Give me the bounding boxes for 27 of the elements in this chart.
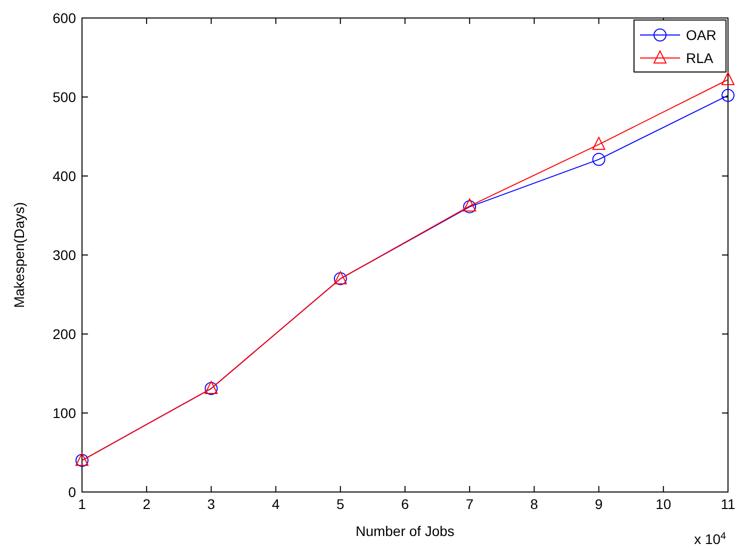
y-tick-label: 300 xyxy=(52,247,76,263)
x-tick-label: 9 xyxy=(594,496,603,512)
point xyxy=(722,88,734,102)
x-tick-label: 5 xyxy=(336,496,344,512)
x-tick-label: 7 xyxy=(466,496,474,512)
y-tick-label: 600 xyxy=(52,10,76,26)
text: x 10$^{4}$ xyxy=(694,530,727,547)
legend-label: RLA xyxy=(686,50,714,66)
point xyxy=(592,136,606,150)
x-axis-title: Number of Jobs xyxy=(356,523,454,539)
legend-label: OAR xyxy=(686,27,716,43)
y-tick-label: 100 xyxy=(52,405,76,421)
x-tick-label: 10 xyxy=(656,496,672,512)
y-tick-label: 500 xyxy=(52,89,76,105)
x-tick-label: 8 xyxy=(530,496,538,512)
y-axis-title: Makespen(Days) xyxy=(11,202,27,308)
x-tick-label: 11 xyxy=(720,496,736,512)
y-tick-label: 0 xyxy=(68,484,76,500)
x-tick-label: 4 xyxy=(272,496,280,512)
point xyxy=(592,152,606,166)
y-tick-label: 200 xyxy=(52,326,76,342)
x-tick-label: 6 xyxy=(401,496,410,512)
x-tick-label: 2 xyxy=(142,496,151,512)
y-tick-label: 400 xyxy=(52,168,76,184)
x-tick-label: 1 xyxy=(78,496,86,512)
point xyxy=(722,72,734,86)
x-tick-label: 3 xyxy=(207,496,216,512)
